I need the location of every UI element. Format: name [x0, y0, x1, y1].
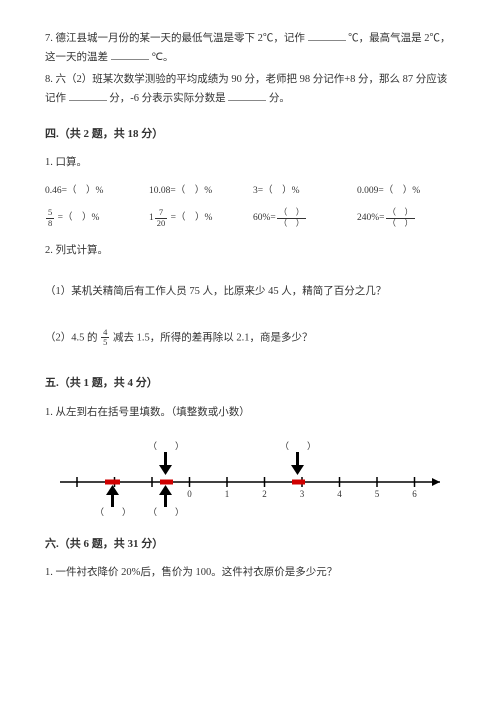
calc-c4: 0.009=（ ）% — [357, 183, 455, 200]
number-line-svg: （ ） （ ） （ ） （ ） 0 1 2 3 4 5 6 — [45, 437, 455, 517]
frac-7-20: 720 — [155, 208, 168, 228]
q8-text-b: 分，-6 分表示实际分数是 — [109, 93, 225, 104]
sec4-sub2-a: （2）4.5 的 — [45, 332, 100, 343]
section-6-title: 六.（共 6 题，共 31 分） — [45, 535, 455, 555]
section-4-title: 四.（共 2 题，共 18 分） — [45, 125, 455, 145]
q7-blank-1[interactable] — [308, 40, 346, 41]
sec4-q2-label: 2. 列式计算。 — [45, 242, 455, 261]
calc-c6: 1720 =（ ）% — [149, 208, 247, 228]
calc-c5: 58 =（ ）% — [45, 208, 143, 228]
sec4-sub2: （2）4.5 的 45 减去 1.5，所得的差再除以 2.1，商是多少？ — [45, 328, 455, 348]
q7-text-c: ℃。 — [151, 52, 173, 63]
calc-c3: 3=（ ）% — [253, 183, 351, 200]
q7-text-a: 7. 德江县城一月份的某一天的最低气温是零下 2℃，记作 — [45, 33, 305, 44]
calc-c1: 0.46=（ ）% — [45, 183, 143, 200]
svg-text:3: 3 — [300, 489, 305, 499]
sec6-q1: 1. 一件衬衣降价 20%后，售价为 100。这件衬衣原价是多少元？ — [45, 564, 455, 583]
calc-c7: 60%=（ ）（ ） — [253, 208, 351, 228]
svg-text:（ ）: （ ） — [148, 441, 184, 451]
svg-text:（ ）: （ ） — [280, 441, 316, 451]
svg-text:（ ）: （ ） — [148, 507, 184, 517]
sec4-q1-label: 1. 口算。 — [45, 154, 455, 173]
svg-text:1: 1 — [225, 489, 230, 499]
svg-text:5: 5 — [375, 489, 380, 499]
calc-grid: 0.46=（ ）% 10.08=（ ）% 3=（ ）% 0.009=（ ）% 5… — [45, 183, 455, 228]
frac-4-5: 45 — [101, 328, 109, 348]
sec4-sub2-b: 减去 1.5，所得的差再除以 2.1，商是多少？ — [113, 332, 313, 343]
question-8: 8. 六（2）班某次数学测验的平均成绩为 90 分，老师把 98 分记作+8 分… — [45, 71, 455, 109]
calc-c2: 10.08=（ ）% — [149, 183, 247, 200]
q7-blank-2[interactable] — [111, 59, 149, 60]
frac-paren-1: （ ）（ ） — [277, 208, 307, 228]
section-5-title: 五.（共 1 题，共 4 分） — [45, 374, 455, 394]
sec5-q1: 1. 从左到右在括号里填数。（填整数或小数） — [45, 404, 455, 423]
question-7: 7. 德江县城一月份的某一天的最低气温是零下 2℃，记作 ℃，最高气温是 2℃，… — [45, 30, 455, 68]
svg-text:6: 6 — [412, 489, 417, 499]
q8-blank-1[interactable] — [69, 100, 107, 101]
calc-c8: 240%=（ ）（ ） — [357, 208, 455, 228]
q8-text-c: 分。 — [269, 93, 290, 104]
number-line: （ ） （ ） （ ） （ ） 0 1 2 3 4 5 6 — [45, 437, 455, 517]
frac-5-8: 58 — [46, 208, 54, 228]
svg-text:（ ）: （ ） — [95, 507, 131, 517]
q8-blank-2[interactable] — [228, 100, 266, 101]
svg-text:0: 0 — [187, 489, 192, 499]
svg-text:2: 2 — [262, 489, 267, 499]
svg-text:4: 4 — [337, 489, 342, 499]
sec4-sub1: （1）某机关精简后有工作人员 75 人，比原来少 45 人，精简了百分之几？ — [45, 283, 455, 302]
frac-paren-2: （ ）（ ） — [386, 208, 416, 228]
